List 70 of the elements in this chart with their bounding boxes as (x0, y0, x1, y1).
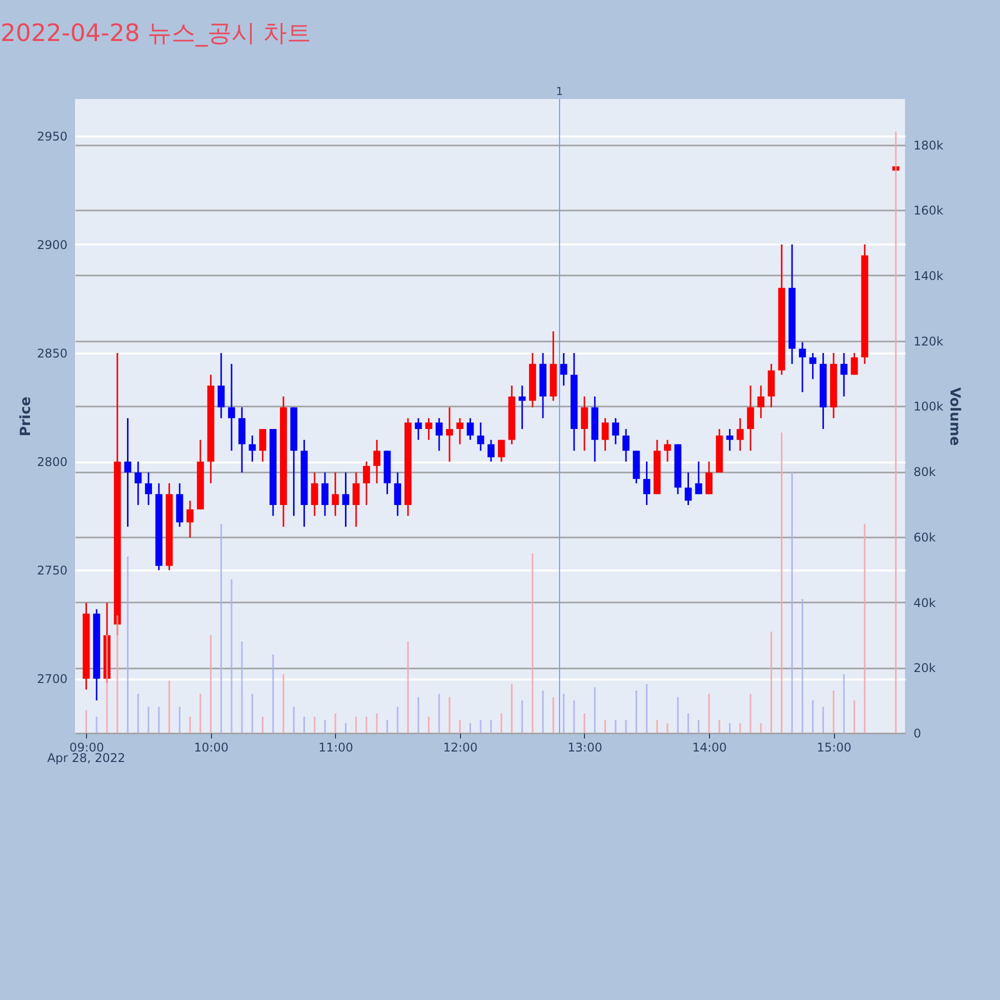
candlestick (342, 472, 350, 528)
candlestick (736, 417, 744, 452)
y2-tick-label: 140k (914, 268, 944, 283)
x-tick-label: 10:00 (194, 740, 229, 754)
candlestick (186, 500, 194, 538)
candlestick (321, 472, 328, 517)
y2-tick-label: 0 (914, 726, 922, 740)
y-tick-label: 2950 (36, 129, 68, 144)
candlestick (747, 384, 754, 452)
candlestick (477, 422, 484, 452)
candlestick (560, 352, 568, 386)
candlestick (466, 417, 474, 441)
y2-tick-label: 100k (914, 400, 944, 414)
ref-line-label: 1 (556, 85, 564, 98)
candlestick (394, 472, 402, 517)
y2-tick-label: 40k (914, 596, 936, 610)
y2-tick-label: 80k (914, 465, 936, 480)
y-tick-label: 2850 (36, 346, 68, 361)
x-tick-label: 11:00 (318, 740, 354, 754)
candlestick (840, 352, 848, 398)
candlestick (446, 406, 454, 462)
candlestick (311, 472, 318, 517)
y2-tick-label: 60k (914, 530, 936, 544)
candlestick (425, 417, 432, 441)
y2-tick-label: 180k (914, 138, 944, 152)
y2-tick-label: 120k (914, 334, 944, 348)
candlestick (850, 352, 858, 376)
candlestick (259, 428, 266, 462)
candlestick (612, 417, 620, 445)
candlestick (373, 439, 380, 484)
candlestick (228, 363, 236, 452)
candlestick (706, 460, 713, 495)
y-tick-label: 2800 (36, 455, 68, 470)
chart-title: 2022-04-28 뉴스_공시 차트 (0, 19, 312, 47)
y2-tick-label: 160k (914, 204, 944, 218)
candlestick (145, 472, 152, 506)
candlestick (218, 352, 225, 419)
x-tick-label: 15:00 (816, 740, 852, 754)
y-tick-label: 2700 (36, 672, 68, 686)
candlestick (248, 434, 256, 462)
x-tick-label: 13:00 (568, 740, 602, 754)
y-tick-label: 2750 (36, 564, 68, 578)
x-tick-label: 12:00 (443, 740, 478, 754)
candlestick (498, 439, 505, 462)
candlestick (602, 417, 609, 452)
candlestick (124, 417, 132, 528)
candlestick (518, 384, 526, 430)
candlestick (456, 417, 464, 445)
candlestick (134, 460, 142, 506)
candlestick (622, 428, 630, 462)
candlestick (798, 341, 806, 393)
y-axis-title: Price (18, 396, 34, 436)
candlestick (436, 417, 443, 452)
candlestick (643, 460, 650, 506)
y2-axis-title: Volume (946, 387, 962, 446)
candlestick (726, 428, 734, 452)
candlestick (809, 352, 816, 380)
candlestick (580, 396, 588, 452)
candlestick (352, 472, 360, 528)
y2-tick-label: 20k (914, 661, 936, 676)
candlestick (488, 439, 495, 462)
x-tick-label: 14:00 (692, 740, 727, 754)
candlestick (362, 460, 370, 506)
y-tick-label: 2900 (36, 238, 68, 252)
candlestick (664, 439, 671, 462)
candlestick (757, 384, 764, 419)
candlestick (695, 460, 702, 495)
candlestick (414, 417, 422, 441)
candlestick (684, 472, 692, 506)
candlestick (332, 472, 339, 517)
